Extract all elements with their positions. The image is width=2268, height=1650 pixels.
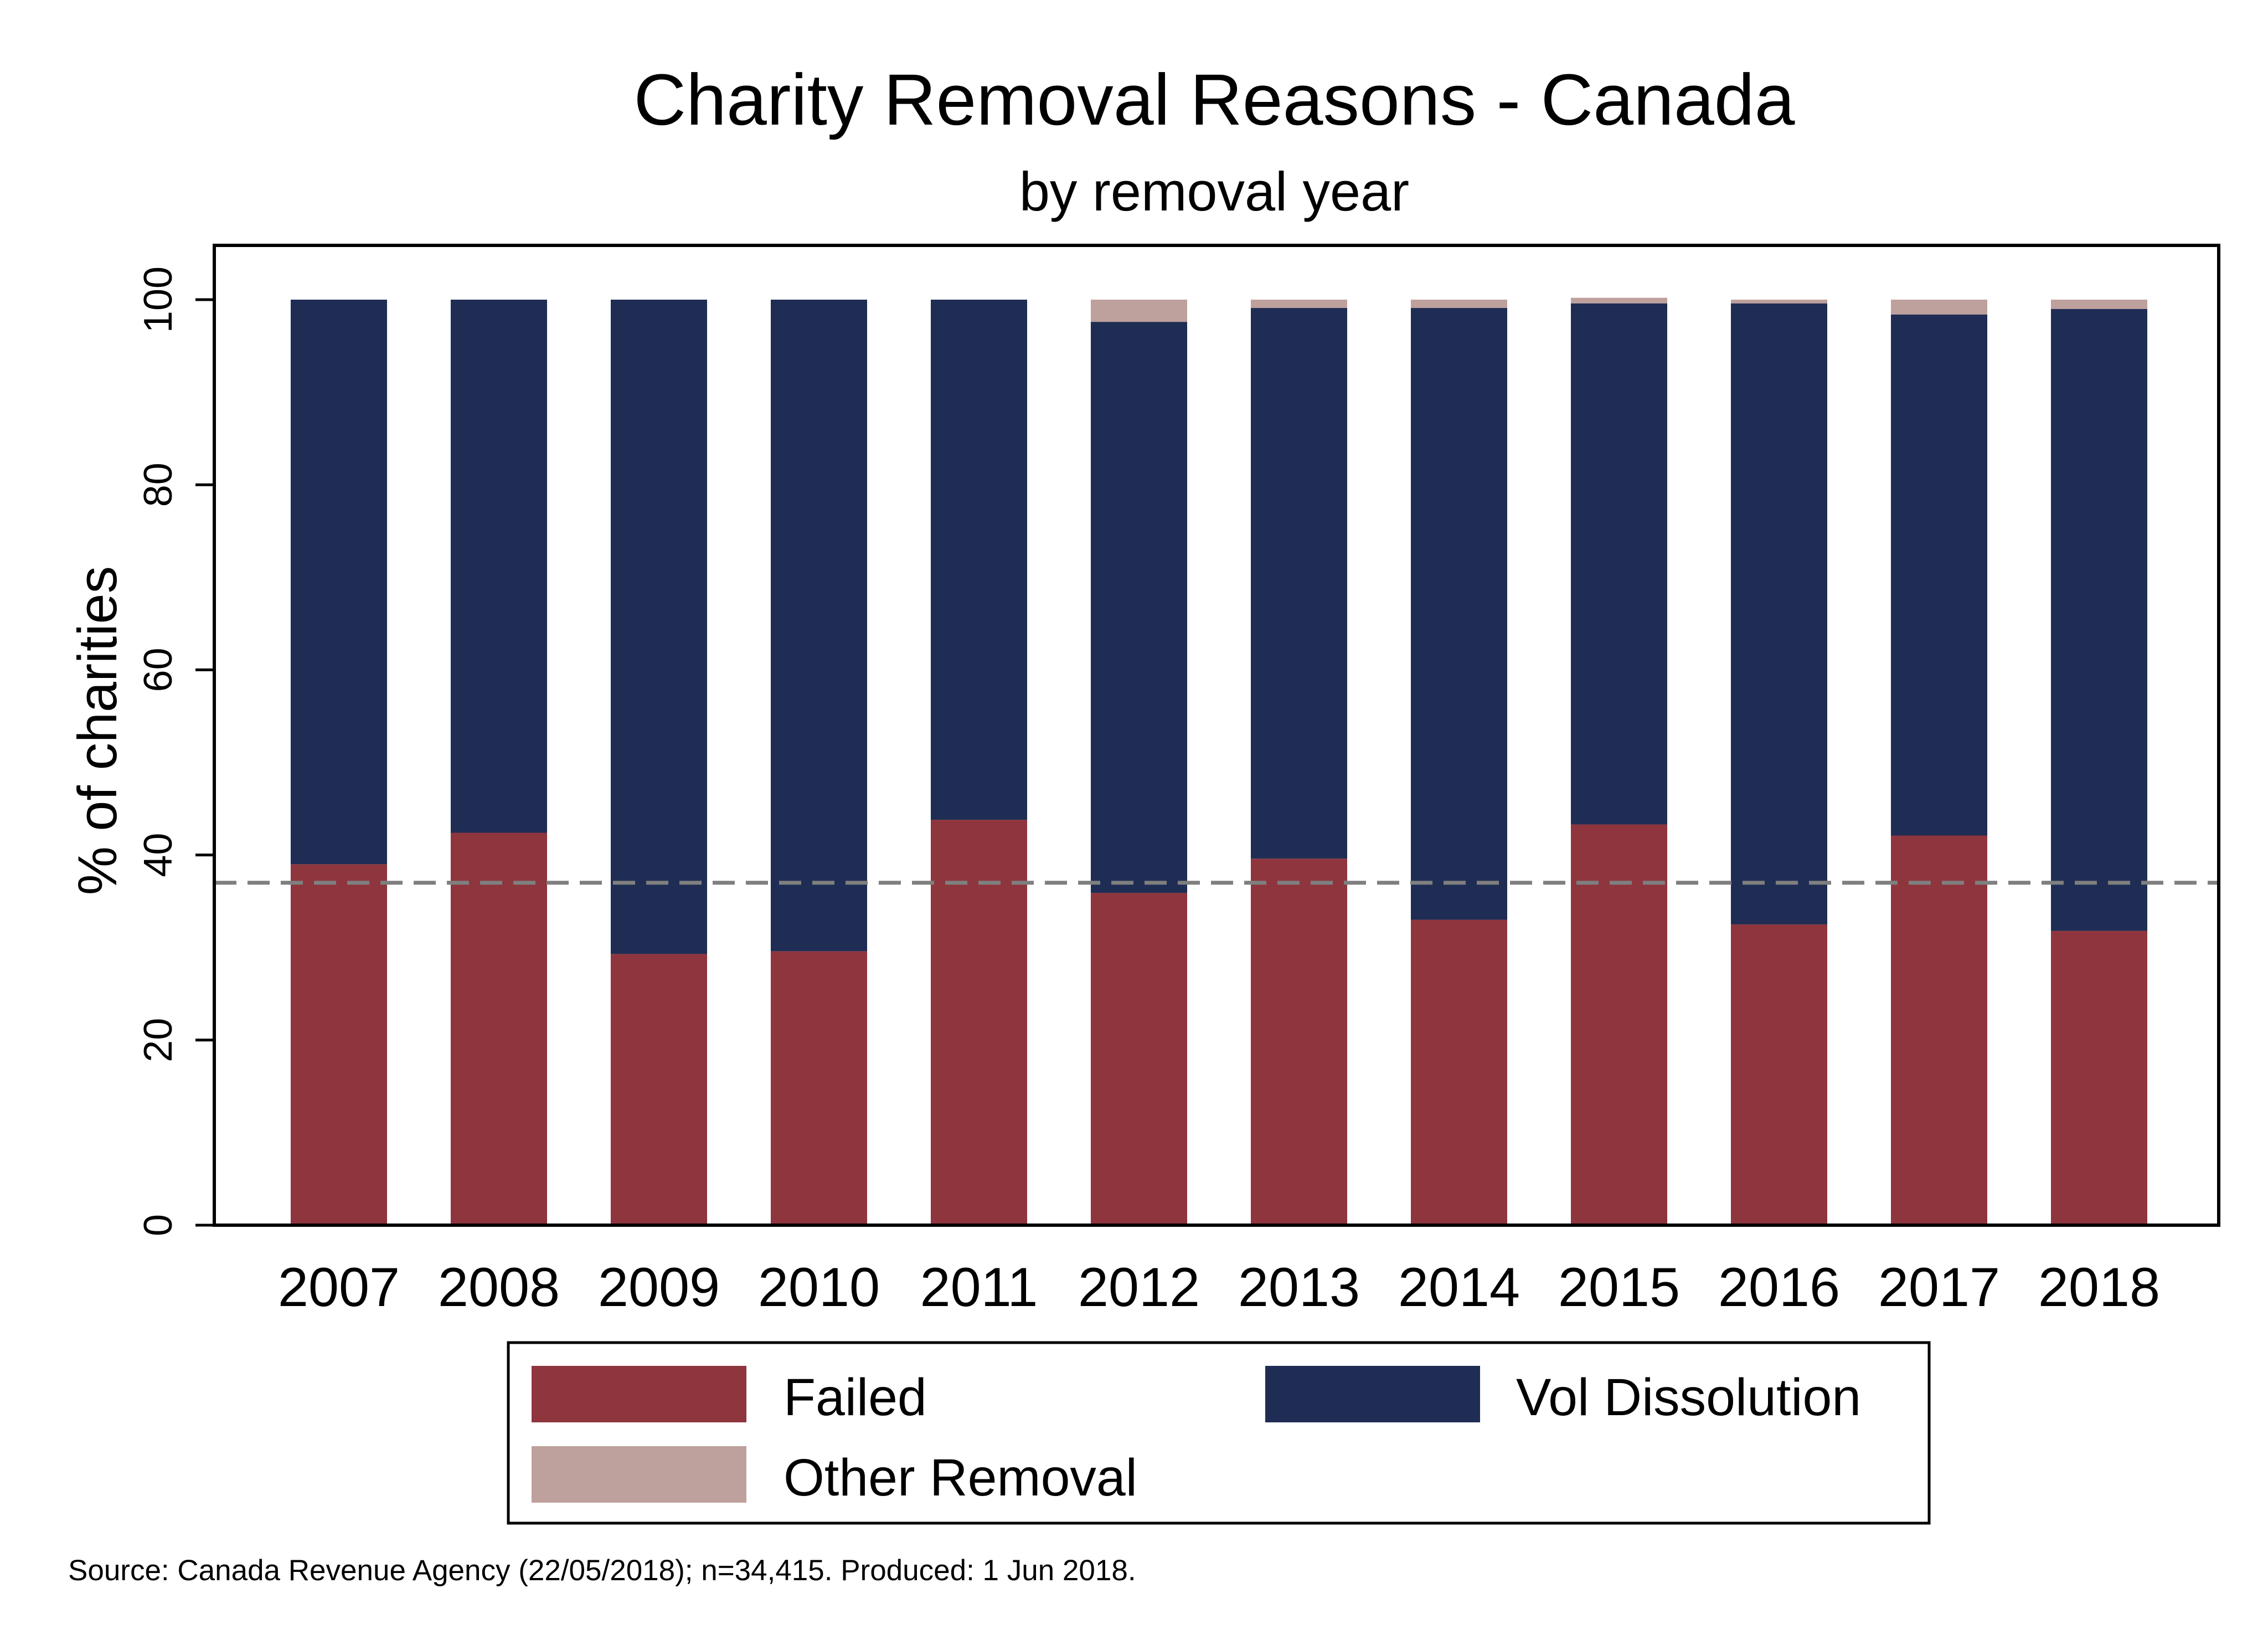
bar-vol-dissolution-2010 [771,300,867,952]
bar-failed-2014 [1411,919,1507,1225]
bar-vol-dissolution-2013 [1251,308,1347,859]
bar-vol-dissolution-2014 [1411,308,1507,920]
legend-label-vol-dissolution: Vol Dissolution [1516,1368,1861,1427]
source-note: Source: Canada Revenue Agency (22/05/201… [68,1554,1136,1587]
legend-swatch-failed [532,1366,746,1422]
x-tick-label-2012: 2012 [1078,1256,1200,1318]
bar-failed-2013 [1251,859,1347,1225]
legend-label-other-removal: Other Removal [784,1448,1137,1507]
x-tick-label-2014: 2014 [1398,1256,1520,1318]
y-tick-label-0: 0 [136,1214,181,1236]
y-axis-label: % of charities [66,566,128,895]
bar-other-removal-2015 [1571,297,1667,304]
x-tick-label-2008: 2008 [438,1256,560,1318]
x-tick-label-2010: 2010 [758,1256,880,1318]
bar-failed-2009 [611,954,707,1225]
y-tick-label-80: 80 [136,462,181,507]
bars-layer [291,297,2147,1225]
bar-failed-2018 [2051,931,2147,1225]
plot-frame [213,244,2220,1227]
bar-other-removal-2012 [1091,300,1187,322]
bar-failed-2011 [931,820,1027,1225]
y-tick-label-40: 40 [136,833,181,877]
x-tick-label-2011: 2011 [920,1256,1038,1318]
y-tick-label-100: 100 [136,266,181,333]
bar-failed-2007 [291,864,387,1225]
bar-failed-2016 [1731,924,1827,1225]
bar-failed-2012 [1091,893,1187,1225]
bar-vol-dissolution-2017 [1891,314,1987,836]
legend-swatch-vol-dissolution [1265,1366,1480,1422]
x-tick-label-2009: 2009 [598,1256,720,1318]
x-tick-label-2017: 2017 [1878,1256,2000,1318]
bar-vol-dissolution-2015 [1571,303,1667,825]
bar-vol-dissolution-2008 [451,300,547,833]
bar-other-removal-2016 [1731,300,1827,304]
bar-failed-2017 [1891,835,1987,1225]
legend-label-failed: Failed [784,1368,927,1427]
chart-subtitle: by removal year [1019,161,1409,222]
legend-swatch-other-removal [532,1446,746,1503]
y-tick-label-60: 60 [136,647,181,692]
legend: Failed Vol Dissolution Other Removal [507,1341,1931,1525]
bar-vol-dissolution-2012 [1091,322,1187,893]
bar-failed-2015 [1571,824,1667,1225]
bar-vol-dissolution-2018 [2051,309,2147,931]
x-tick-label-2018: 2018 [2038,1256,2160,1318]
x-tick-label-2007: 2007 [278,1256,400,1318]
y-tick-label-20: 20 [136,1018,181,1062]
bar-other-removal-2018 [2051,300,2147,309]
bar-failed-2010 [771,951,867,1225]
bar-vol-dissolution-2009 [611,300,707,954]
x-axis-ticks: 2007 2008 2009 2010 2011 2012 2013 2014 2015 2016… [278,1256,2160,1318]
bar-other-removal-2014 [1411,300,1507,309]
x-tick-label-2013: 2013 [1238,1256,1360,1318]
bar-vol-dissolution-2016 [1731,303,1827,924]
bar-vol-dissolution-2007 [291,300,387,865]
bar-other-removal-2017 [1891,300,1987,315]
bar-vol-dissolution-2011 [931,300,1027,820]
chart-title: Charity Removal Reasons - Canada [634,59,1795,140]
bar-other-removal-2013 [1251,300,1347,309]
x-tick-label-2015: 2015 [1558,1256,1680,1318]
x-tick-label-2016: 2016 [1718,1256,1840,1318]
y-axis-ticks: 0 20 40 60 80 100 [136,266,214,1236]
bar-failed-2008 [451,832,547,1225]
